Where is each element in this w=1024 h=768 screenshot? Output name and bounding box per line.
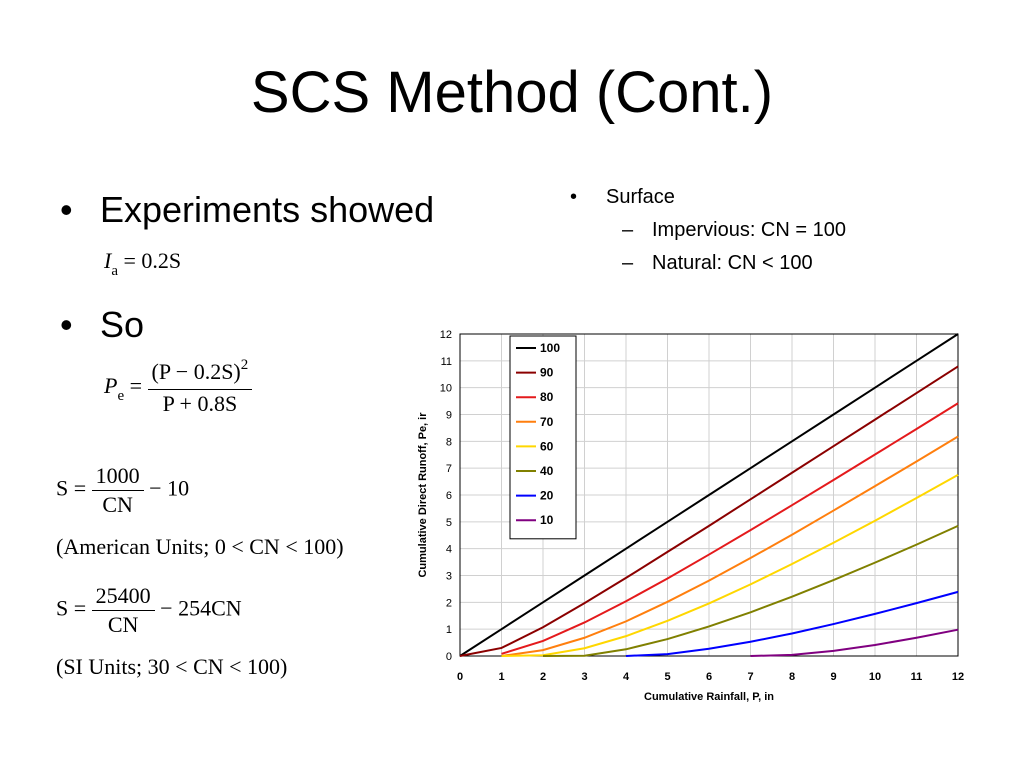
eq-s-us-fraction: 1000 CN <box>91 462 144 519</box>
bullet-marker: • <box>60 304 73 345</box>
equation-runoff: Pe = (P − 0.2S)2 P + 0.8S <box>104 357 253 418</box>
bullet-experiments: • Experiments showed <box>60 188 434 232</box>
eq-pe-sub: e <box>117 388 125 405</box>
list-subitem-natural: – Natural: CN < 100 <box>566 250 852 277</box>
y-tick-label: 6 <box>446 490 452 502</box>
dash-marker: – <box>622 252 634 274</box>
series-line-cn-40 <box>542 524 959 657</box>
y-tick-label: 3 <box>446 571 452 583</box>
equation-s-american-note: (American Units; 0 < CN < 100) <box>56 534 344 559</box>
y-tick-label: 8 <box>446 436 452 448</box>
legend-label-90: 90 <box>540 366 554 380</box>
x-tick-label: 9 <box>830 671 836 683</box>
list-subitem-label: Impervious: CN = 100 <box>652 219 846 241</box>
eq-s-si-numerator: 25400 <box>91 582 155 611</box>
eq-ia-sub: a <box>111 263 118 279</box>
list-subitem-impervious: – Impervious: CN = 100 <box>566 217 852 244</box>
eq-s-si-denominator: CN <box>107 612 139 637</box>
equation-s-si: S = 25400 CN − 254CN <box>56 582 242 639</box>
y-tick-label: 4 <box>446 544 452 556</box>
list-item-surface: • Surface <box>566 184 852 211</box>
x-tick-label: 8 <box>789 671 795 683</box>
legend-label-70: 70 <box>540 415 554 429</box>
eq-pe-lhs: P <box>104 373 118 399</box>
y-tick-label: 9 <box>446 410 452 422</box>
eq-s-us-denominator: CN <box>102 492 133 517</box>
eq-pe-exponent: 2 <box>240 357 249 373</box>
eq-s-si-tail: − 254CN <box>160 595 242 621</box>
x-tick-label: 12 <box>952 671 964 683</box>
y-tick-label: 1 <box>446 624 452 636</box>
bullet-text: So <box>100 304 145 345</box>
x-tick-label: 4 <box>623 671 630 683</box>
y-tick-label: 7 <box>446 463 452 475</box>
y-tick-label: 2 <box>446 597 452 609</box>
x-tick-label: 1 <box>498 671 504 683</box>
eq-pe-numerator: (P − 0.2S) <box>151 359 241 384</box>
equation-s-american: S = 1000 CN − 10 <box>56 462 189 519</box>
y-tick-label: 12 <box>440 329 452 341</box>
eq-s-si-fraction: 25400 CN <box>91 582 155 639</box>
x-tick-label: 10 <box>869 671 881 683</box>
series-line-cn-80 <box>501 402 959 655</box>
surface-list: • Surface – Impervious: CN = 100 – Natur… <box>566 184 852 277</box>
bullet-marker: • <box>570 186 578 208</box>
y-tick-label: 10 <box>440 383 452 395</box>
x-tick-label: 2 <box>540 671 546 683</box>
eq-s-si-lhs: S = <box>56 595 87 621</box>
legend-label-80: 80 <box>540 390 554 404</box>
slide-title: SCS Method (Cont.) <box>250 60 774 125</box>
eq-pe-denominator: P + 0.8S <box>162 391 238 416</box>
eq-s-us-tail: − 10 <box>149 475 190 501</box>
y-axis-label: Cumulative Direct Runoff, Pe, ir <box>417 412 429 578</box>
runoff-chart: 0 1 2 3 4 5 6 7 8 9 10 11 120123456789101112Cumulati… <box>417 329 964 703</box>
y-tick-label: 11 <box>441 356 452 368</box>
series-line-cn-20 <box>625 590 959 657</box>
bullet-so: • So <box>60 303 144 347</box>
plot-frame <box>459 333 959 657</box>
series-line-cn-70 <box>501 435 959 657</box>
x-tick-label: 0 <box>457 671 463 683</box>
series-line-cn-10 <box>750 628 959 657</box>
eq-pe-equals: = <box>129 373 143 399</box>
x-tick-label: 5 <box>664 671 670 683</box>
legend-box <box>509 335 577 540</box>
legend-label-10: 10 <box>540 513 554 527</box>
bullet-marker: • <box>60 189 73 230</box>
series-line-cn-90 <box>459 365 959 657</box>
legend-label-100: 100 <box>540 341 560 355</box>
x-tick-label: 11 <box>911 671 923 683</box>
y-tick-label: 5 <box>446 517 452 529</box>
list-subitem-label: Natural: CN < 100 <box>652 252 813 274</box>
legend-label-60: 60 <box>540 439 554 453</box>
equation-s-si-note: (SI Units; 30 < CN < 100) <box>56 654 288 679</box>
series-line-cn-60 <box>501 474 959 657</box>
list-item-label: Surface <box>606 186 675 208</box>
eq-ia-rhs: = 0.2S <box>123 248 182 273</box>
legend-label-20: 20 <box>540 489 554 503</box>
series-line-cn-100 <box>459 333 959 657</box>
y-tick-label: 0 <box>446 651 452 663</box>
x-tick-label: 3 <box>581 671 587 683</box>
x-tick-label: 6 <box>706 671 712 683</box>
eq-pe-fraction: (P − 0.2S)2 P + 0.8S <box>147 357 253 418</box>
dash-marker: – <box>622 219 634 241</box>
equation-initial-abstraction: Ia = 0.2S <box>104 248 182 279</box>
x-axis-label: Cumulative Rainfall, P, in <box>644 691 774 703</box>
eq-ia-lhs: I <box>104 248 112 273</box>
x-tick-label: 7 <box>747 671 753 683</box>
legend-label-40: 40 <box>540 464 554 478</box>
eq-s-us-numerator: 1000 <box>91 462 144 491</box>
eq-s-us-lhs: S = <box>56 475 87 501</box>
bullet-text: Experiments showed <box>100 189 435 230</box>
